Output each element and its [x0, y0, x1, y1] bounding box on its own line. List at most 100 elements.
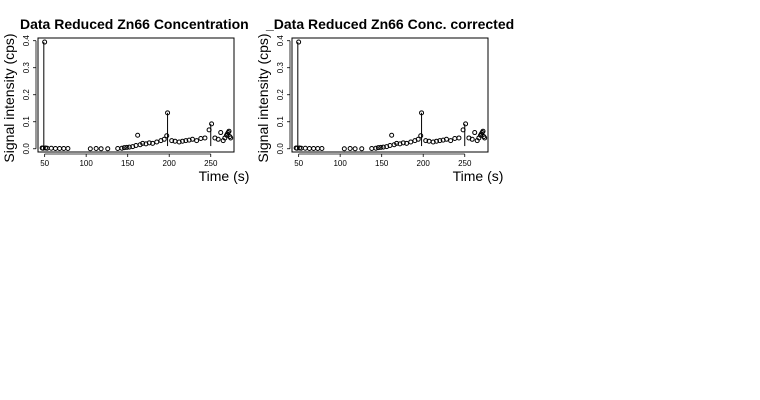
- y-axis: 0.0 0.1 0.2 0.3 0.4: [22, 35, 37, 155]
- data-point: [218, 130, 224, 136]
- data-point: [61, 145, 67, 151]
- data-point: [206, 127, 212, 133]
- data-point: [135, 132, 141, 138]
- data-point: [228, 135, 234, 141]
- x-tick-label: 200: [417, 159, 431, 168]
- data-point: [189, 136, 195, 142]
- data-point: [434, 138, 440, 144]
- data-point: [404, 140, 410, 146]
- x-tick-label: 100: [79, 159, 93, 168]
- data-point: [443, 136, 449, 142]
- data-points: [293, 39, 488, 152]
- chart-panel-left: Data Reduced Zn66 Concentration Signal i…: [0, 0, 254, 195]
- spike-lines: [43, 42, 212, 149]
- data-point: [202, 135, 208, 141]
- data-point: [165, 110, 171, 116]
- data-point: [437, 138, 443, 144]
- data-point: [98, 146, 104, 152]
- data-point: [423, 138, 429, 144]
- plot-frame: [37, 37, 235, 153]
- data-point: [115, 145, 121, 151]
- data-point: [119, 145, 125, 151]
- y-tick-label: 0.3: [276, 62, 285, 74]
- data-point: [311, 145, 317, 151]
- y-tick-label: 0.0: [276, 143, 285, 155]
- data-point: [154, 139, 160, 145]
- y-tick-label: 0.1: [276, 116, 285, 128]
- x-tick-label: 250: [458, 159, 472, 168]
- x-axis-label: Time (s): [199, 168, 250, 184]
- data-point: [52, 145, 58, 151]
- y-axis: 0.0 0.1 0.2 0.3 0.4: [276, 35, 291, 155]
- data-point: [121, 145, 127, 151]
- data-point: [140, 140, 146, 146]
- data-point: [302, 145, 308, 151]
- data-point: [65, 145, 71, 151]
- data-point: [126, 144, 132, 150]
- data-point: [176, 139, 182, 145]
- y-tick-label: 0.2: [276, 89, 285, 101]
- data-point: [373, 145, 379, 151]
- data-point: [394, 140, 400, 146]
- data-point: [137, 142, 143, 148]
- data-point: [430, 139, 436, 145]
- y-tick-label: 0.0: [22, 143, 31, 155]
- x-tick-label: 50: [40, 159, 49, 168]
- data-point: [183, 138, 189, 144]
- data-point: [389, 132, 395, 138]
- data-point: [415, 136, 421, 142]
- data-point: [456, 135, 462, 141]
- data-point: [380, 144, 386, 150]
- plot-frame: [291, 37, 489, 153]
- x-tick-label: 250: [204, 159, 218, 168]
- data-point: [315, 145, 321, 151]
- x-axis: 50 100 150 200 250: [40, 153, 218, 168]
- data-point: [169, 138, 175, 144]
- data-point: [440, 137, 446, 143]
- data-point: [161, 136, 167, 142]
- data-point: [400, 140, 406, 146]
- data-point: [359, 146, 365, 152]
- y-tick-label: 0.1: [22, 116, 31, 128]
- data-point: [146, 140, 152, 146]
- data-point: [105, 146, 111, 152]
- y-axis-label: Signal intensity (cps): [1, 33, 17, 162]
- data-point: [93, 145, 99, 151]
- x-axis: 50 100 150 200 250: [294, 153, 472, 168]
- data-point: [226, 128, 232, 134]
- data-point: [418, 133, 424, 139]
- data-point: [186, 137, 192, 143]
- data-point: [150, 140, 156, 146]
- spike-lines: [297, 42, 466, 149]
- x-tick-label: 50: [294, 159, 303, 168]
- data-point: [482, 135, 488, 141]
- data-point: [42, 39, 48, 45]
- data-points: [39, 39, 234, 152]
- chart-svg: _Data Reduced Zn66 Conc. corrected Signa…: [255, 16, 514, 184]
- data-point: [391, 142, 397, 148]
- data-point: [352, 146, 358, 152]
- data-point: [408, 139, 414, 145]
- data-point: [124, 144, 130, 150]
- data-point: [480, 128, 486, 134]
- chart-svg: Data Reduced Zn66 Concentration Signal i…: [1, 16, 250, 184]
- data-point: [215, 136, 221, 142]
- x-tick-label: 100: [333, 159, 347, 168]
- data-point: [341, 146, 347, 152]
- data-point: [296, 39, 302, 45]
- y-tick-label: 0.2: [22, 89, 31, 101]
- data-point: [48, 145, 54, 151]
- data-point: [164, 133, 170, 139]
- data-point: [347, 145, 353, 151]
- data-point: [452, 135, 458, 141]
- y-tick-label: 0.4: [22, 35, 31, 47]
- data-point: [463, 121, 469, 127]
- y-tick-label: 0.4: [276, 35, 285, 47]
- chart-title: _Data Reduced Zn66 Conc. corrected: [265, 16, 514, 32]
- data-point: [194, 138, 200, 144]
- x-tick-label: 150: [375, 159, 389, 168]
- data-point: [419, 110, 425, 116]
- y-axis-label: Signal intensity (cps): [255, 33, 271, 162]
- chart-title: Data Reduced Zn66 Concentration: [20, 16, 249, 32]
- x-tick-label: 150: [121, 159, 135, 168]
